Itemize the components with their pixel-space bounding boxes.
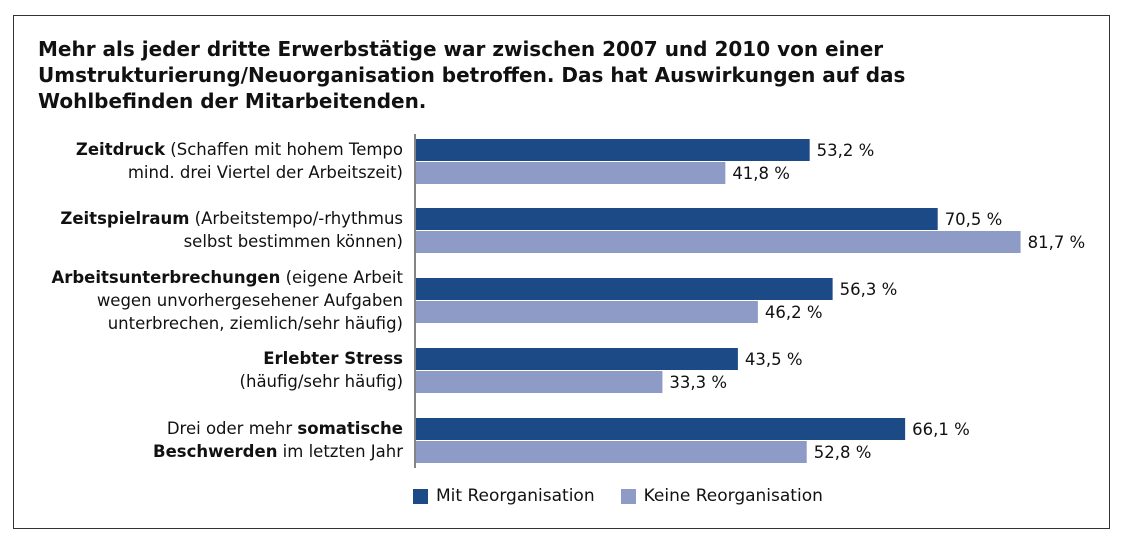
data-label: 56,3 % (840, 280, 898, 299)
legend: Mit Reorganisation Keine Reorganisation (413, 486, 823, 506)
category-label-text: wegen unvorhergesehener Aufgaben (96, 290, 403, 310)
category-label-text: im letzten Jahr (277, 442, 403, 461)
bar-mit (416, 139, 810, 161)
data-label: 41,8 % (732, 164, 790, 183)
category-label-text: (eigene Arbeit (280, 267, 403, 287)
category-label-text: (häufig/sehr häufig) (239, 372, 403, 391)
data-label: 52,8 % (814, 443, 872, 462)
data-label: 33,3 % (669, 373, 727, 392)
category-label-text: unterbrechen, ziemlich/sehr häufig) (107, 313, 403, 333)
data-label: 70,5 % (945, 210, 1003, 229)
category-label-text: mind. drei Viertel der Arbeitszeit) (127, 163, 403, 182)
legend-label: Mit Reorganisation (436, 486, 595, 506)
legend-swatch (413, 488, 428, 504)
category-label-text: (Schaffen mit hohem Tempo (165, 140, 403, 159)
data-label: 43,5 % (745, 350, 803, 369)
chart-title: Mehr als jeder dritte Erwerbstätige war … (38, 37, 906, 113)
category-label-text: selbst bestimmen können) (183, 232, 403, 251)
legend-label: Keine Reorganisation (643, 486, 823, 506)
bar-mit (416, 418, 906, 440)
category-label: Zeitdruck (Schaffen mit hohem Tempo mind.… (76, 138, 403, 184)
chart-frame (13, 15, 1110, 529)
legend-item-mit: Mit Reorganisation (413, 486, 595, 506)
data-label: 53,2 % (817, 141, 875, 160)
data-label: 46,2 % (765, 303, 823, 322)
category-label: Drei oder mehr somatische Beschwerden im … (153, 417, 403, 463)
category-label-text: Drei oder mehr (166, 419, 298, 438)
category-label-text: (Arbeitstempo/-rhythmus (189, 209, 403, 228)
category-label-text: Zeitdruck (75, 140, 166, 159)
bar-keine (416, 301, 758, 323)
bar-keine (416, 441, 807, 463)
bar-mit (416, 278, 833, 300)
category-label-text: Beschwerden (153, 442, 278, 461)
legend-swatch (620, 488, 636, 504)
bar-mit (416, 208, 938, 230)
bar-keine (416, 231, 1021, 253)
category-label: Arbeitsunterbrechungen (eigene Arbeit weg… (51, 266, 403, 335)
category-label-text: somatische (297, 419, 403, 438)
category-label-text: Erlebter Stress (263, 349, 403, 368)
category-label: Erlebter Stress (häufig/sehr häufig) (240, 347, 403, 393)
legend-item-keine: Keine Reorganisation (620, 486, 823, 506)
category-label-text: Arbeitsunterbrechungen (51, 267, 281, 287)
bar-mit (416, 348, 738, 370)
category-label: Zeitspielraum (Arbeitstempo/-rhythmus sel… (60, 207, 403, 253)
data-label: 81,7 % (1028, 233, 1086, 252)
bar-keine (416, 371, 663, 393)
category-label-text: Zeitspielraum (60, 209, 190, 228)
data-label: 66,1 % (912, 420, 970, 439)
bar-keine (416, 162, 726, 184)
